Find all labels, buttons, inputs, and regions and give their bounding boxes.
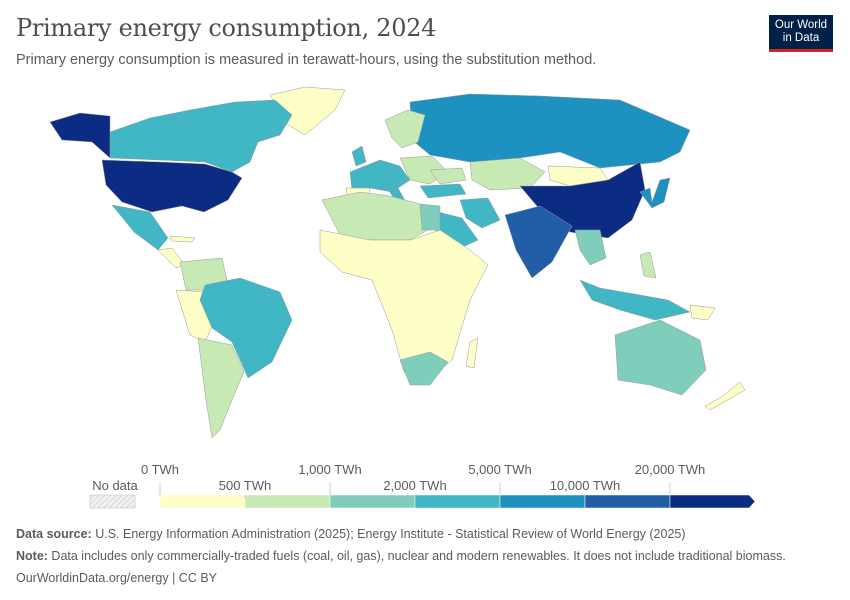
country-philippines[interactable]	[639, 251, 657, 279]
note: Note: Data includes only commercially-tr…	[16, 549, 786, 563]
source-text: U.S. Energy Information Administration (…	[91, 527, 686, 541]
legend-label: 2,000 TWh	[383, 478, 447, 493]
chart-subtitle: Primary energy consumption is measured i…	[16, 52, 597, 68]
source-label: Data source:	[16, 527, 92, 541]
country-usa[interactable]	[101, 159, 243, 213]
country-indonesia[interactable]	[579, 279, 691, 321]
country-greenland[interactable]	[269, 86, 346, 136]
world-map	[0, 80, 850, 440]
country-south-africa[interactable]	[399, 351, 449, 386]
legend-label: 500 TWh	[218, 478, 272, 493]
legend-label: 10,000 TWh	[549, 478, 621, 493]
legend-no-data-swatch[interactable]	[89, 494, 136, 509]
country-mexico[interactable]	[111, 204, 169, 251]
legend-label: 20,000 TWh	[634, 462, 706, 477]
country-scandinavia[interactable]	[384, 109, 426, 149]
country-turkey[interactable]	[419, 183, 467, 199]
country-canada[interactable]	[109, 99, 293, 173]
legend-no-data-label: No data	[92, 478, 138, 493]
owid-logo[interactable]: Our World in Data	[769, 15, 833, 52]
country-africa[interactable]	[319, 229, 489, 386]
legend-bin-4[interactable]	[499, 494, 586, 509]
country-india[interactable]	[504, 205, 573, 279]
legend-bin-2[interactable]	[329, 494, 416, 509]
logo-line-2: in Data	[782, 32, 820, 44]
country-egypt[interactable]	[419, 203, 441, 231]
country-png[interactable]	[689, 304, 716, 321]
logo-line-1: Our World	[774, 19, 828, 31]
country-madagascar[interactable]	[465, 337, 479, 369]
note-label: Note:	[16, 549, 48, 563]
country-uk[interactable]	[351, 145, 367, 167]
country-australia[interactable]	[614, 319, 707, 396]
country-southeast-asia[interactable]	[574, 229, 607, 266]
legend-label: 5,000 TWh	[468, 462, 532, 477]
country-cuba[interactable]	[169, 235, 196, 243]
note-text: Data includes only commercially-traded f…	[47, 549, 786, 563]
legend-label: 0 TWh	[140, 462, 180, 477]
country-brazil[interactable]	[199, 277, 293, 379]
chart-title: Primary energy consumption, 2024	[16, 14, 437, 42]
legend-bin-3[interactable]	[414, 494, 501, 509]
country-argentina-chile[interactable]	[197, 337, 245, 439]
country-iran[interactable]	[459, 197, 501, 229]
legend-bin-1[interactable]	[244, 494, 331, 509]
legend-bin-5[interactable]	[584, 494, 671, 509]
country-new-zealand[interactable]	[704, 381, 746, 411]
source-url[interactable]: OurWorldinData.org/energy | CC BY	[16, 571, 218, 585]
legend-bin-0[interactable]	[159, 494, 246, 509]
legend-label: 1,000 TWh	[298, 462, 362, 477]
country-ukraine[interactable]	[429, 167, 467, 185]
country-korea-japan[interactable]	[639, 177, 671, 209]
country-alaska[interactable]	[49, 112, 111, 159]
country-russia[interactable]	[409, 93, 691, 169]
data-source: Data source: U.S. Energy Information Adm…	[16, 527, 686, 541]
legend-bin-6[interactable]	[669, 494, 756, 509]
